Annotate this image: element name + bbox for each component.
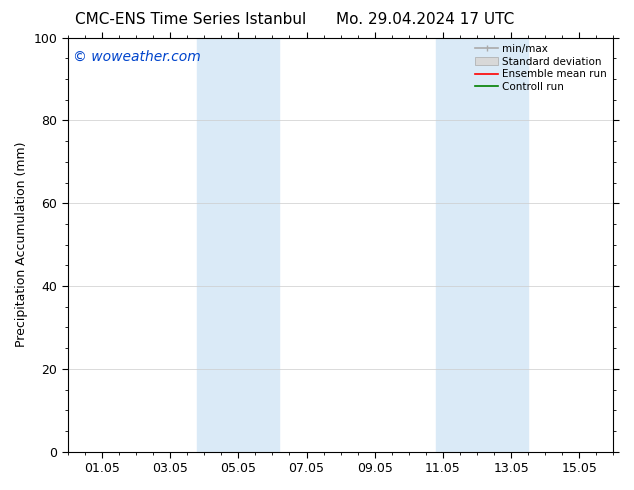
Y-axis label: Precipitation Accumulation (mm): Precipitation Accumulation (mm): [15, 142, 28, 347]
Text: Mo. 29.04.2024 17 UTC: Mo. 29.04.2024 17 UTC: [335, 12, 514, 27]
Text: © woweather.com: © woweather.com: [74, 50, 201, 64]
Bar: [436, 38, 528, 452]
Text: CMC-ENS Time Series Istanbul: CMC-ENS Time Series Istanbul: [75, 12, 306, 27]
Legend: min/max, Standard deviation, Ensemble mean run, Controll run: min/max, Standard deviation, Ensemble me…: [472, 41, 611, 95]
Bar: [197, 38, 279, 452]
